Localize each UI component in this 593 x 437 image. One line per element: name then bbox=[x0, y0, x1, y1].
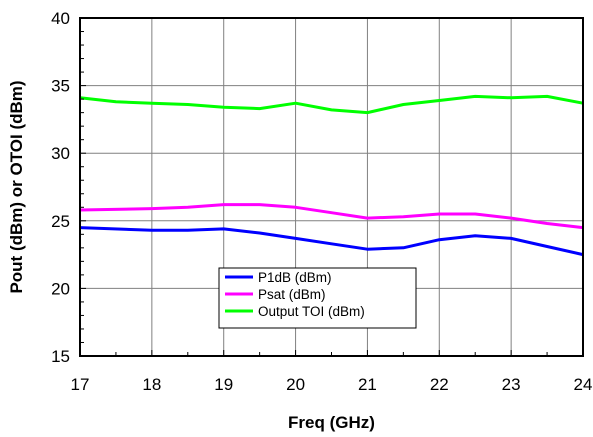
series-line bbox=[79, 226, 584, 257]
y-tick-label: 30 bbox=[51, 144, 70, 163]
y-tick-label: 20 bbox=[51, 279, 70, 298]
series-line bbox=[79, 203, 584, 230]
legend: P1dB (dBm) Psat (dBm) Output TOI (dBm) bbox=[218, 267, 417, 329]
x-tick-label: 18 bbox=[142, 375, 161, 394]
y-tick-label: 35 bbox=[51, 77, 70, 96]
legend-label: P1dB (dBm) bbox=[258, 270, 332, 285]
y-axis-title: Pout (dBm) or OTOI (dBm) bbox=[7, 80, 26, 293]
legend-label: Output TOI (dBm) bbox=[258, 304, 365, 319]
x-tick-label: 21 bbox=[358, 375, 377, 394]
x-tick-label: 20 bbox=[286, 375, 305, 394]
axis-ticks bbox=[79, 17, 584, 357]
y-tick-label: 15 bbox=[51, 347, 70, 366]
x-tick-label: 24 bbox=[574, 375, 593, 394]
legend-label: Psat (dBm) bbox=[258, 287, 326, 302]
x-axis-title: Freq (GHz) bbox=[288, 413, 375, 432]
x-tick-label: 23 bbox=[502, 375, 521, 394]
x-tick-label: 19 bbox=[214, 375, 233, 394]
grid bbox=[80, 18, 583, 356]
x-tick-label: 22 bbox=[430, 375, 449, 394]
tick-labels: 17 18 19 20 21 22 23 24 15 20 25 30 35 40 bbox=[51, 9, 592, 394]
plot-lines bbox=[79, 94, 584, 257]
series-line bbox=[79, 94, 584, 115]
y-tick-label: 25 bbox=[51, 212, 70, 231]
y-tick-label: 40 bbox=[51, 9, 70, 28]
x-tick-label: 17 bbox=[71, 375, 90, 394]
